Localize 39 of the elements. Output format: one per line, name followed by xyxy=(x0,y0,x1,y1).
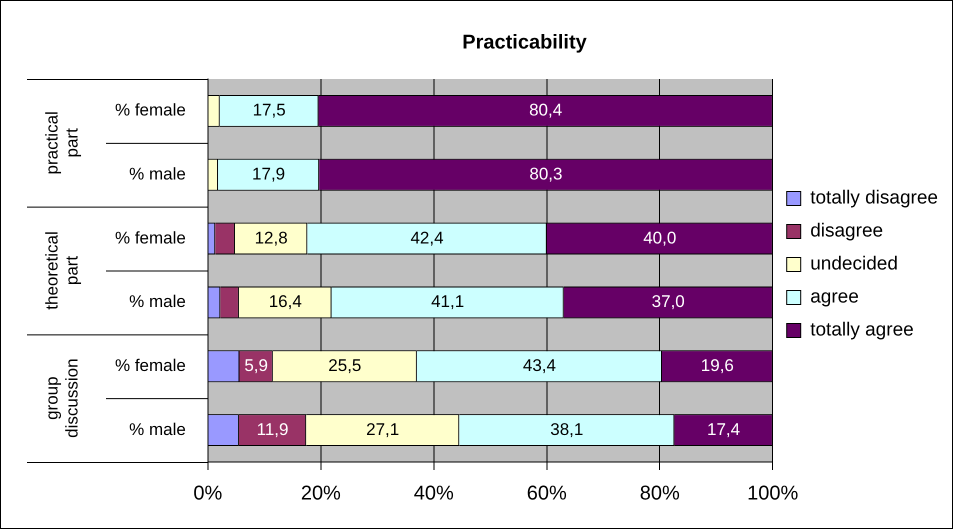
x-tick-label: 40% xyxy=(414,482,454,505)
data-label: 37,0 xyxy=(652,292,685,312)
data-label: 12,8 xyxy=(254,228,288,248)
y-tick-label: % female xyxy=(114,228,186,248)
data-label: 5,9 xyxy=(244,356,268,375)
data-label: 11,9 xyxy=(256,420,288,439)
data-label: 43,4 xyxy=(522,356,556,375)
x-tick-label: 0% xyxy=(193,482,223,505)
data-label: 40,0 xyxy=(643,228,676,248)
data-label: 42,4 xyxy=(410,228,444,248)
y-tick-label: % male xyxy=(129,164,186,184)
x-tick-label: 60% xyxy=(526,482,567,505)
data-label: 17,9 xyxy=(252,164,286,184)
data-label: 25,5 xyxy=(328,356,362,375)
chart-title: Practicability xyxy=(462,32,588,54)
legend-label: agree xyxy=(810,286,859,308)
data-label: 38,1 xyxy=(550,420,584,439)
data-label: 16,4 xyxy=(268,292,302,312)
legend-label: disagree xyxy=(810,220,884,242)
x-tick-label: 100% xyxy=(747,482,798,505)
x-tick-label: 20% xyxy=(300,482,342,505)
y-tick-label: % male xyxy=(129,420,186,439)
data-label: 19,6 xyxy=(700,356,734,375)
y-tick-label: % female xyxy=(114,356,186,375)
data-label: 80,3 xyxy=(529,164,562,184)
x-tick-label: 80% xyxy=(640,482,680,505)
data-label: 41,1 xyxy=(431,292,464,312)
data-label: 17,4 xyxy=(707,420,740,439)
data-label: 27,1 xyxy=(366,420,400,439)
text: practical part xyxy=(42,111,82,174)
data-label: 80,4 xyxy=(529,100,562,120)
y-tick-label: % female xyxy=(114,100,186,120)
legend-label: undecided xyxy=(810,254,898,275)
legend-label: totally disagree xyxy=(810,188,938,209)
data-label: 17,5 xyxy=(252,100,286,120)
text: group discussion xyxy=(42,358,82,438)
text: theoretical part xyxy=(42,231,82,310)
y-tick-label: % male xyxy=(129,292,186,312)
legend-label: totally agree xyxy=(810,320,914,341)
